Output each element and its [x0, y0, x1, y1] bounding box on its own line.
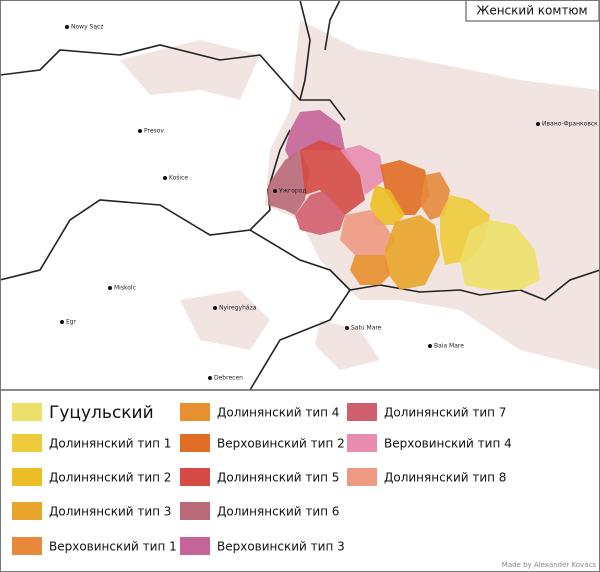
legend-label: Верховинский тип 1: [49, 540, 177, 554]
city-dot: [273, 189, 277, 193]
city-label: Debrecen: [214, 375, 243, 382]
land-patch: [315, 320, 380, 370]
legend-swatch: [180, 502, 210, 520]
country-border: [299, 0, 311, 101]
legend-label: Долинянский тип 1: [49, 437, 171, 451]
land-patch: [120, 40, 260, 100]
country-border: [0, 129, 291, 281]
city-dot: [108, 286, 112, 290]
region: [340, 145, 385, 195]
legend-swatch: [180, 468, 210, 486]
country-border: [324, 0, 341, 51]
city-label: Miskolc: [114, 285, 136, 292]
city-dot: [138, 129, 142, 133]
legend-label: Гуцульский: [49, 403, 154, 423]
legend-swatch: [180, 434, 210, 452]
legend-label: Долинянский тип 4: [217, 406, 339, 420]
credit: Made by Alexander Kovács: [502, 561, 597, 569]
city-label: Satu Mare: [351, 325, 382, 332]
city-label: Ивано-Франковск: [542, 121, 598, 128]
country-border: [349, 269, 600, 301]
city-label: Egr: [66, 319, 77, 326]
city-dot: [536, 122, 540, 126]
legend-label: Верховинский тип 3: [217, 540, 345, 554]
city-dot: [208, 376, 212, 380]
legend-swatch: [347, 403, 377, 421]
legend-label: Долинянский тип 3: [49, 505, 171, 519]
cities: Nowy Sącz Presov Košice Ужгород Miskolc Nyire…: [60, 24, 598, 382]
city-label: Baia Mare: [434, 343, 464, 350]
legend-label: Долинянский тип 6: [217, 505, 339, 519]
legend-swatch: [12, 502, 42, 520]
legend-swatch: [12, 403, 42, 421]
legend-swatch: [180, 537, 210, 555]
region: [460, 220, 540, 290]
legend-swatch: [180, 403, 210, 421]
city-label: Presov: [144, 128, 164, 135]
city-label: Nowy Sącz: [71, 24, 103, 31]
legend-swatch: [12, 434, 42, 452]
regions: [268, 110, 540, 290]
map-title: Женский комтюм: [476, 4, 587, 18]
legend-label: Долинянский тип 5: [217, 471, 339, 485]
legend-label: Долинянский тип 7: [384, 406, 506, 420]
legend-swatch: [347, 434, 377, 452]
region: [420, 172, 450, 220]
country-border: [0, 44, 346, 121]
city-dot: [213, 306, 217, 310]
city-dot: [65, 25, 69, 29]
city-label: Nyiregyháza: [219, 305, 257, 312]
legend-label: Верховинский тип 2: [217, 437, 345, 451]
legend: Гуцульский Долинянский тип 1 Долинянский т…: [12, 403, 512, 555]
legend-label: Долинянский тип 2: [49, 471, 171, 485]
legend-swatch: [12, 468, 42, 486]
region: [295, 190, 345, 235]
legend-swatch: [12, 537, 42, 555]
legend-label: Долинянский тип 8: [384, 471, 506, 485]
city-dot: [163, 176, 167, 180]
city-label: Ужгород: [279, 188, 307, 195]
legend-label: Верховинский тип 4: [384, 437, 512, 451]
city-dot: [345, 326, 349, 330]
city-dot: [60, 320, 64, 324]
region: [385, 215, 440, 290]
legend-swatch: [347, 468, 377, 486]
region: [350, 255, 390, 285]
map-area: Nowy Sącz Presov Košice Ужгород Miskolc Nyire…: [0, 0, 600, 391]
region: [340, 210, 395, 255]
city-label: Košice: [169, 175, 188, 182]
region: [370, 185, 405, 225]
land-patch: [180, 290, 270, 350]
city-dot: [428, 344, 432, 348]
region: [268, 150, 310, 215]
